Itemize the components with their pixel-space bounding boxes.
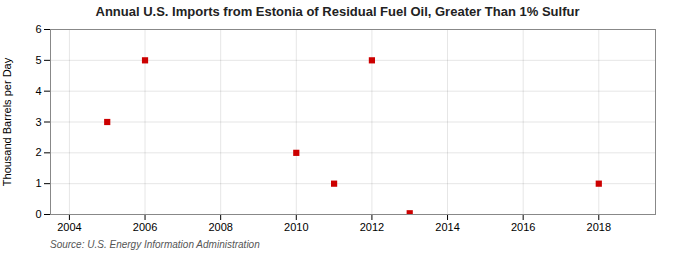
svg-text:6: 6	[35, 23, 41, 35]
html-text:Annual U.S. Imports from Eston: Annual U.S. Imports from Estonia of Resi…	[95, 4, 580, 19]
svg-text:2016: 2016	[511, 221, 535, 233]
svg-text:4: 4	[35, 85, 41, 97]
svg-text:2004: 2004	[57, 221, 81, 233]
html-text:Source: U.S. Energy Informatio: Source: U.S. Energy Information Administ…	[50, 239, 260, 250]
svg-text:2008: 2008	[208, 221, 232, 233]
svg-text:2006: 2006	[133, 221, 157, 233]
svg-text:Thousand Barrels per Day: Thousand Barrels per Day	[1, 57, 13, 186]
svg-text:2: 2	[35, 146, 41, 158]
svg-text:2018: 2018	[587, 221, 611, 233]
svg-text:0: 0	[35, 208, 41, 220]
svg-text:5: 5	[35, 54, 41, 66]
svg-text:2010: 2010	[284, 221, 308, 233]
svg-text:3: 3	[35, 116, 41, 128]
svg-text:2012: 2012	[360, 221, 384, 233]
svg-text:1: 1	[35, 177, 41, 189]
svg-text:2014: 2014	[435, 221, 459, 233]
